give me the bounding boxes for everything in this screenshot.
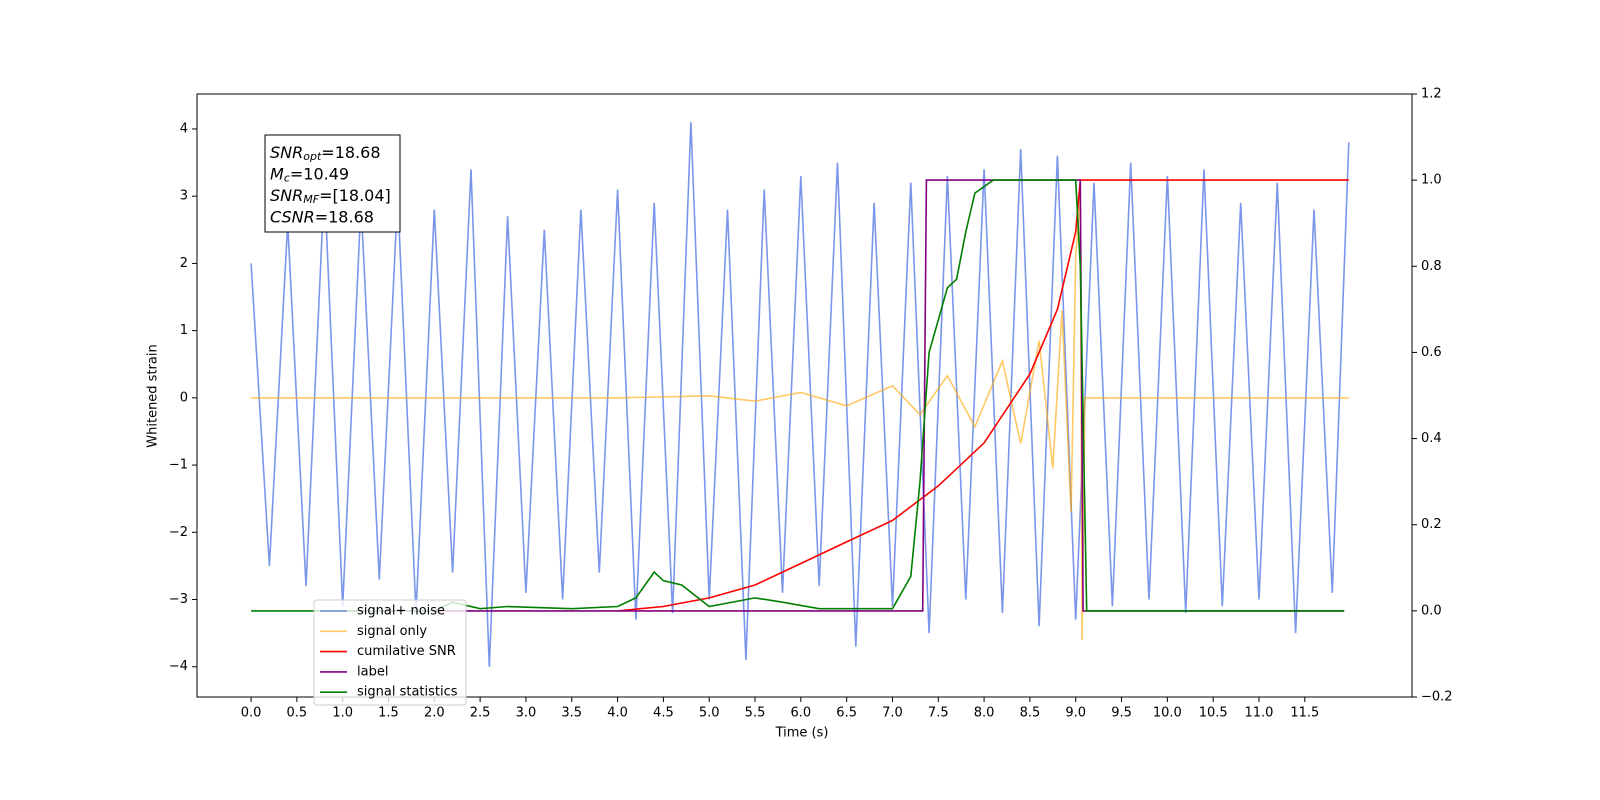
annotation-value: =10.49	[290, 164, 349, 183]
annotation-base: SNR	[270, 143, 303, 162]
y2-tick-label: −0.2	[1421, 690, 1453, 705]
annotation: SNRMF=[18.04]	[270, 186, 391, 207]
x-tick-label: 6.5	[836, 706, 857, 721]
series-line	[251, 179, 1345, 612]
x-tick-label: 6.0	[790, 706, 811, 721]
annotation-value: =18.68	[321, 143, 380, 162]
annotation-value: =[18.04]	[319, 186, 391, 205]
plot-frame	[196, 93, 1413, 698]
x-tick-label: 4.5	[653, 706, 674, 721]
y2-tick-label: 0.2	[1421, 517, 1442, 532]
x-tick-label: 1.0	[332, 706, 353, 721]
x-tick-label: 11.5	[1290, 706, 1319, 721]
y-tick-label: 1	[180, 323, 188, 338]
x-tick-label: 2.0	[424, 706, 445, 721]
legend-label: signal statistics	[357, 685, 458, 700]
y2-tick-label: 0.0	[1421, 603, 1442, 618]
annotation: SNRopt=18.68	[270, 143, 381, 164]
legend-label: signal+ noise	[357, 604, 445, 619]
series-line	[617, 179, 1349, 612]
annotation-value: =18.68	[315, 207, 374, 226]
x-tick-label: 11.0	[1245, 706, 1274, 721]
annotation-sub: opt	[303, 150, 322, 163]
x-tick-label: 4.0	[607, 706, 628, 721]
y-tick-label: 4	[180, 121, 188, 136]
x-tick-label: 1.5	[378, 706, 399, 721]
annotation: CSNR=18.68	[270, 207, 374, 226]
x-tick-label: 5.5	[745, 706, 766, 721]
legend-label: label	[357, 664, 388, 679]
y-tick-label: 2	[180, 256, 188, 271]
x-tick-label: 0.0	[241, 706, 262, 721]
x-tick-label: 8.5	[1020, 706, 1041, 721]
x-axis-label: Time (s)	[775, 726, 829, 741]
annotation-sub: c	[284, 172, 290, 185]
x-tick-label: 0.5	[287, 706, 308, 721]
x-tick-label: 10.5	[1199, 706, 1228, 721]
x-tick-label: 9.5	[1111, 706, 1132, 721]
annotation-box	[264, 134, 401, 233]
y2-tick-label: 0.6	[1421, 345, 1442, 360]
annotation-sub: MF	[303, 193, 319, 206]
x-tick-label: 7.0	[882, 706, 903, 721]
annotation-base: SNR	[270, 186, 303, 205]
y-tick-label: 0	[180, 390, 188, 405]
x-tick-label: 7.5	[928, 706, 949, 721]
y-axis-label: Whitened strain	[146, 344, 161, 447]
y-tick-label: −2	[169, 525, 188, 540]
annotation: Mc=10.49	[270, 164, 349, 185]
x-tick-label: 2.5	[470, 706, 491, 721]
legend-label: cumilative SNR	[357, 644, 456, 659]
x-tick-label: 5.0	[699, 706, 720, 721]
y2-tick-label: 0.8	[1421, 259, 1442, 274]
y-tick-label: 3	[180, 189, 188, 204]
x-tick-label: 3.0	[516, 706, 537, 721]
x-tick-label: 10.0	[1153, 706, 1182, 721]
y-tick-label: −1	[169, 458, 188, 473]
annotation-base: CSNR	[270, 207, 315, 226]
annotation-base: M	[270, 164, 284, 183]
y2-tick-label: 0.4	[1421, 431, 1442, 446]
series-line	[250, 122, 1350, 667]
series-line	[315, 179, 1345, 612]
y-tick-label: −4	[169, 659, 188, 674]
x-tick-label: 3.5	[561, 706, 582, 721]
legend-box	[313, 599, 467, 706]
series-line	[251, 196, 1349, 640]
x-tick-label: 8.0	[974, 706, 995, 721]
legend-label: signal only	[357, 624, 427, 639]
y2-tick-label: 1.0	[1421, 173, 1442, 188]
y-tick-label: −3	[169, 592, 188, 607]
x-tick-label: 9.0	[1065, 706, 1086, 721]
y2-tick-label: 1.2	[1421, 87, 1442, 102]
